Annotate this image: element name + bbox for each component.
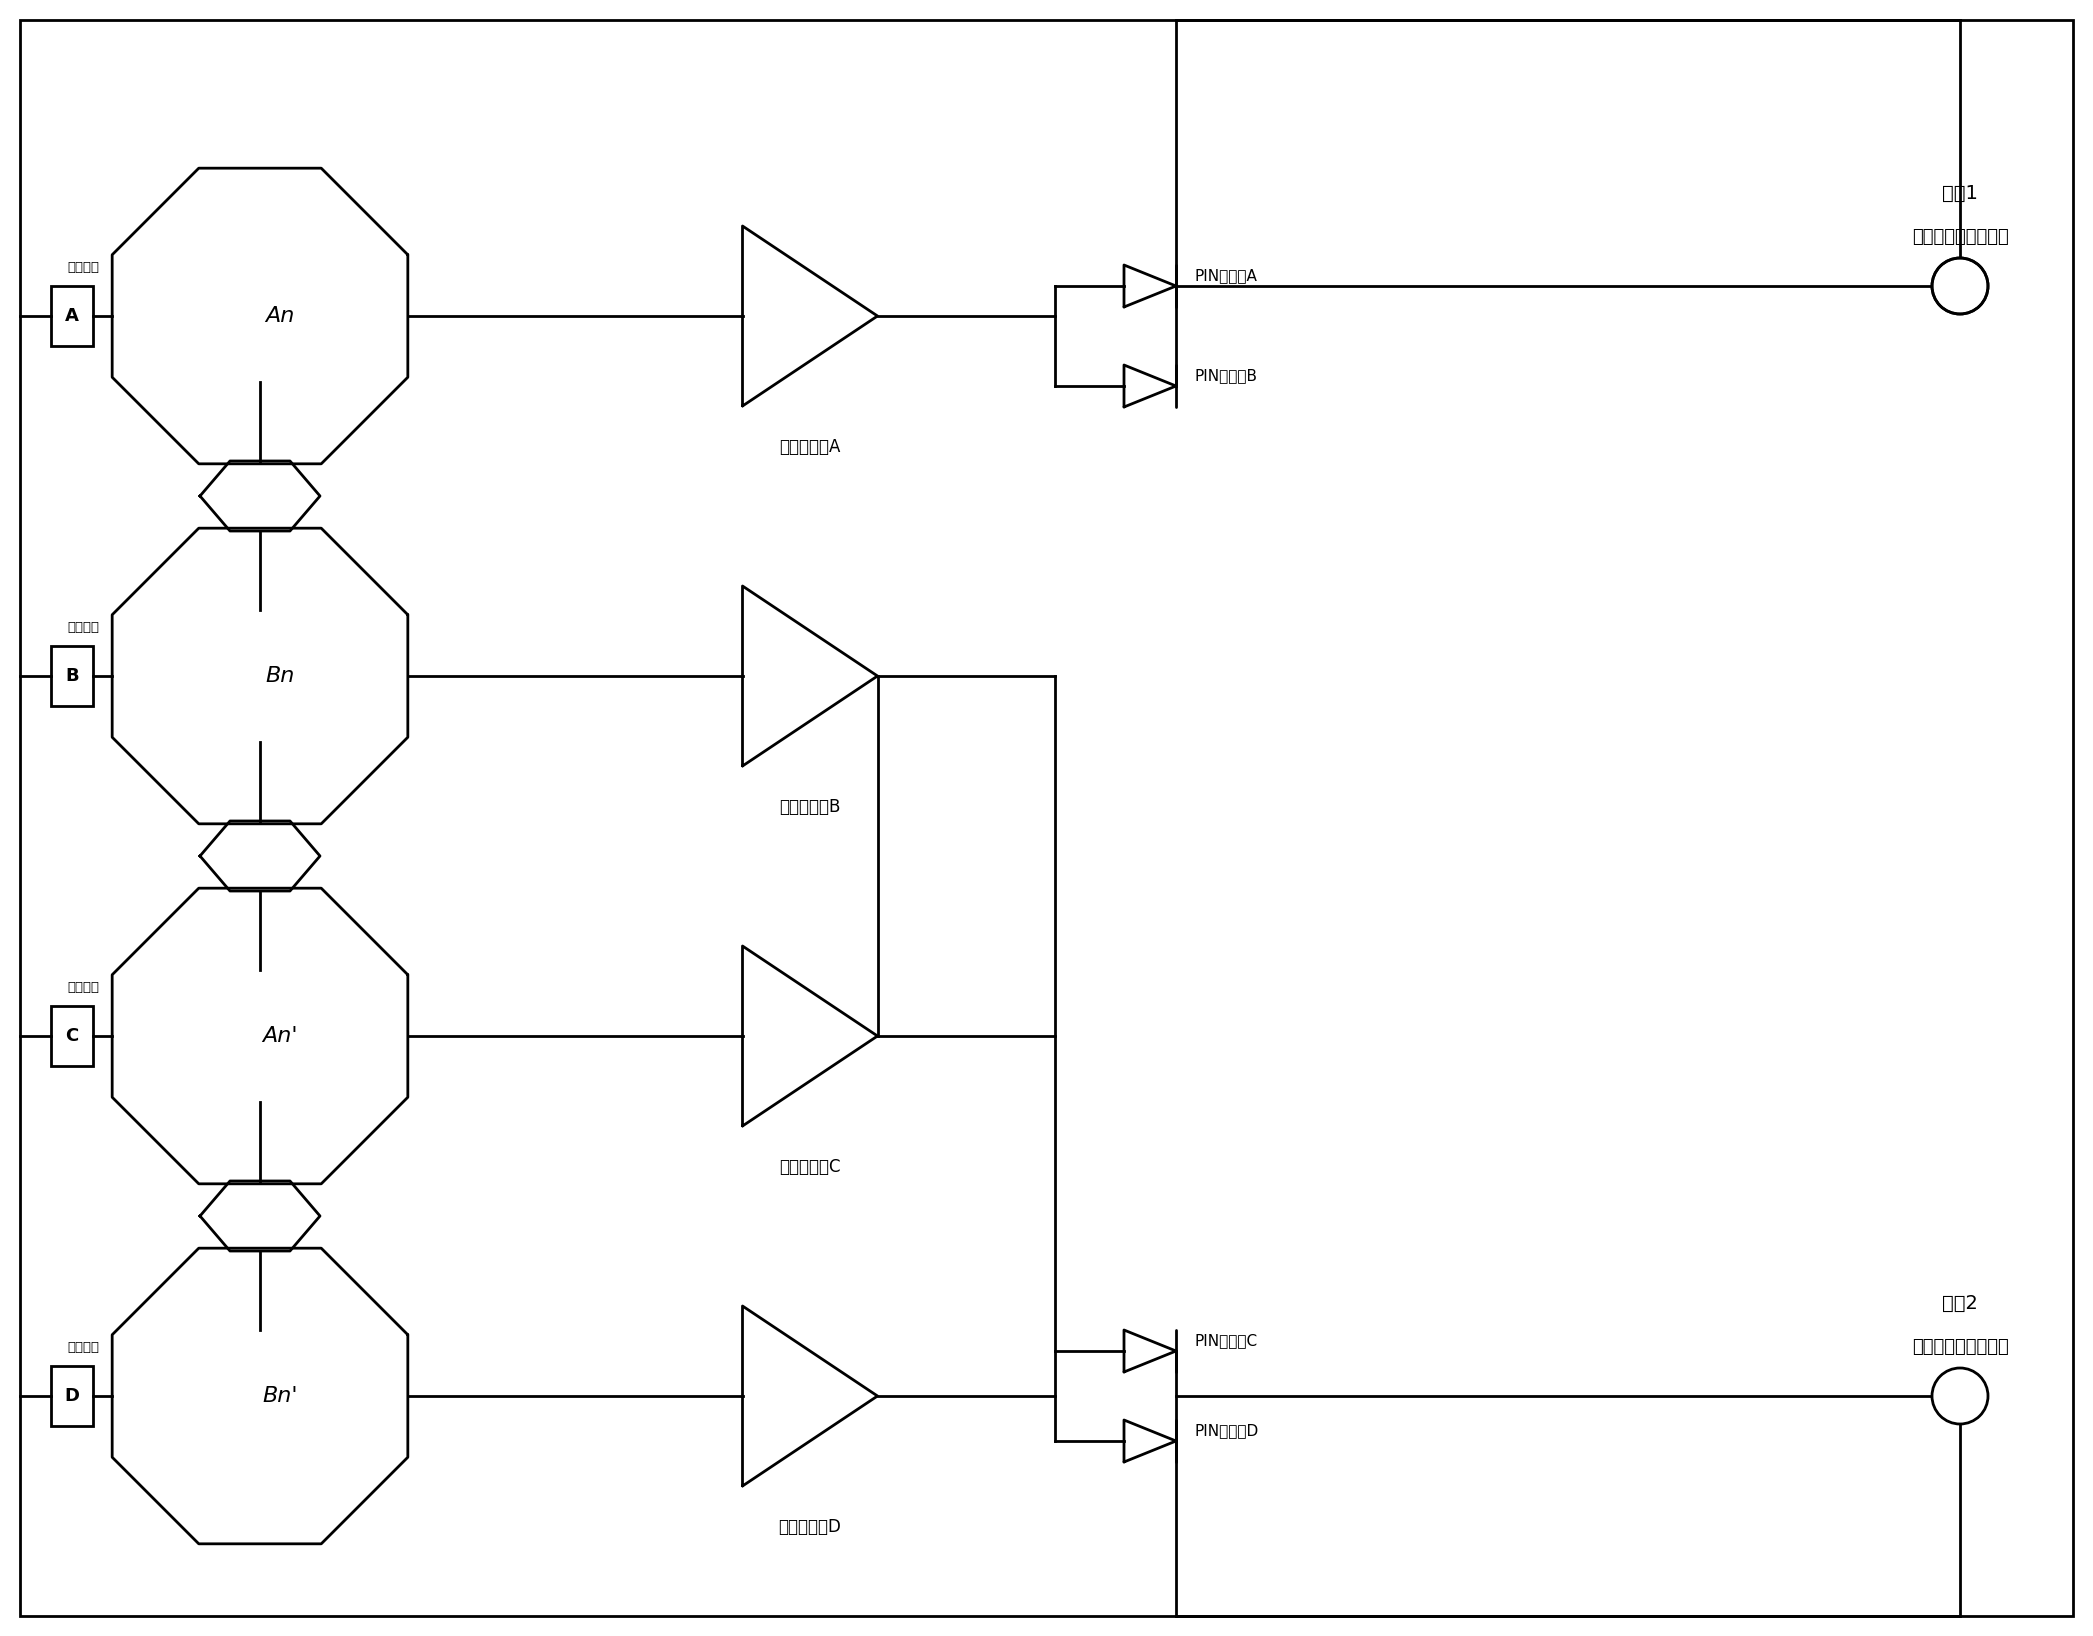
Text: 失谐回路: 失谐回路 <box>67 982 98 995</box>
Text: 通道2: 通道2 <box>1942 1294 1978 1314</box>
Text: 失谐回路: 失谐回路 <box>67 1342 98 1355</box>
Text: Bn': Bn' <box>262 1386 297 1405</box>
Circle shape <box>1932 1368 1988 1423</box>
Text: An: An <box>266 306 295 326</box>
Text: 连接到系统控制单元: 连接到系统控制单元 <box>1911 227 2009 245</box>
Bar <box>50 646 92 707</box>
Text: C: C <box>65 1027 80 1045</box>
Text: 失谐回路: 失谐回路 <box>67 262 98 273</box>
Text: 前置放大器C: 前置放大器C <box>779 1158 841 1176</box>
Text: 前置放大器B: 前置放大器B <box>779 798 841 816</box>
Bar <box>50 1366 92 1427</box>
Text: 前置放大器D: 前置放大器D <box>779 1518 841 1536</box>
Text: PIN二极管B: PIN二极管B <box>1193 368 1258 383</box>
Text: An': An' <box>262 1026 297 1045</box>
Circle shape <box>1932 258 1988 314</box>
Text: 前置放大器A: 前置放大器A <box>779 438 841 456</box>
Text: PIN二极管A: PIN二极管A <box>1193 268 1258 283</box>
Text: Bn: Bn <box>266 666 295 685</box>
Text: 失谐回路: 失谐回路 <box>67 622 98 635</box>
Bar <box>50 1006 92 1067</box>
Text: PIN二极管D: PIN二极管D <box>1193 1423 1258 1438</box>
Bar <box>50 286 92 345</box>
Text: A: A <box>65 308 80 326</box>
Text: 通道1: 通道1 <box>1942 183 1978 203</box>
Text: PIN二极管C: PIN二极管C <box>1193 1333 1258 1348</box>
Text: B: B <box>65 667 80 685</box>
Text: 连接到系统控制单元: 连接到系统控制单元 <box>1911 1338 2009 1356</box>
Text: D: D <box>65 1387 80 1405</box>
